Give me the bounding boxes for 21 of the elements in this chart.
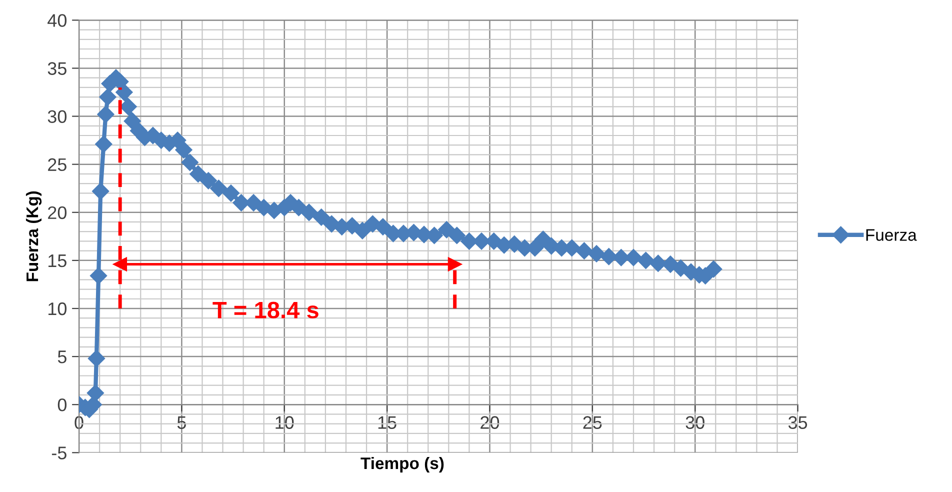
y-tick-label: 10 [48,302,67,316]
y-tick-label: 35 [48,62,66,75]
y-tick-label: -5 [52,446,66,460]
x-axis-title: Tiempo (s) [360,456,444,472]
x-tick-label: 25 [583,416,602,429]
y-tick-label: 0 [58,398,67,412]
x-tick-label: 20 [480,416,500,429]
x-tick-label: 30 [686,416,704,429]
y-tick-label: 20 [48,206,67,220]
annotation: T = 18.4 s [212,302,318,318]
y-tick-label: 40 [48,14,67,27]
legend-label: Fuerza [866,229,917,241]
y-tick-label: 25 [48,158,66,172]
x-tick-label: 35 [788,416,808,429]
y-axis-title: Fuerza (Kg) [26,191,42,282]
x-tick-label: 5 [177,416,186,429]
y-tick-label: 15 [48,254,66,268]
y-tick-label: 30 [48,110,67,123]
x-tick-label: 15 [378,416,396,429]
x-tick-label: 10 [276,416,294,429]
y-tick-label: 5 [58,350,66,364]
